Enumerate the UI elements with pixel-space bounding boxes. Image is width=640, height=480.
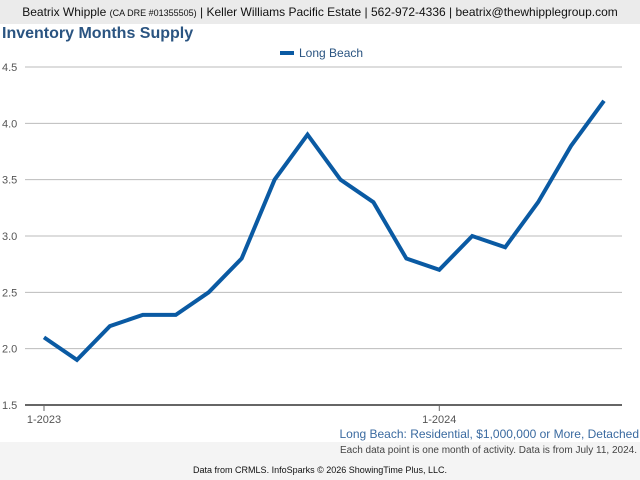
agent-contact: | Keller Williams Pacific Estate | 562-9…	[200, 5, 618, 19]
y-tick-label: 2.0	[2, 344, 17, 356]
y-tick-label: 4.5	[2, 62, 17, 74]
legend-swatch	[280, 51, 294, 55]
legend[interactable]: Long Beach	[280, 46, 363, 60]
agent-license: (CA DRE #01355505)	[109, 8, 197, 18]
agent-header: Beatrix Whipple (CA DRE #01355505) | Kel…	[0, 0, 640, 24]
y-tick-label: 2.5	[2, 287, 17, 299]
series-line-long-beach	[42, 99, 606, 363]
y-tick-label: 1.5	[2, 400, 17, 412]
y-tick-label: 3.5	[2, 175, 17, 187]
x-tick-label: 1-2023	[27, 414, 61, 426]
data-credit: Data from CRMLS. InfoSparks © 2026 Showi…	[193, 465, 447, 475]
footer-band	[0, 442, 640, 480]
data-note: Each data point is one month of activity…	[339, 445, 637, 456]
y-tick-label: 4.0	[2, 118, 17, 130]
agent-name: Beatrix Whipple	[22, 5, 107, 19]
legend-label: Long Beach	[299, 46, 364, 60]
y-tick-label: 3.0	[2, 231, 17, 243]
x-tick-label: 1-2024	[422, 414, 456, 426]
chart-subtitle: Long Beach: Residential, $1,000,000 or M…	[339, 427, 639, 441]
chart-title: Inventory Months Supply	[2, 25, 194, 42]
